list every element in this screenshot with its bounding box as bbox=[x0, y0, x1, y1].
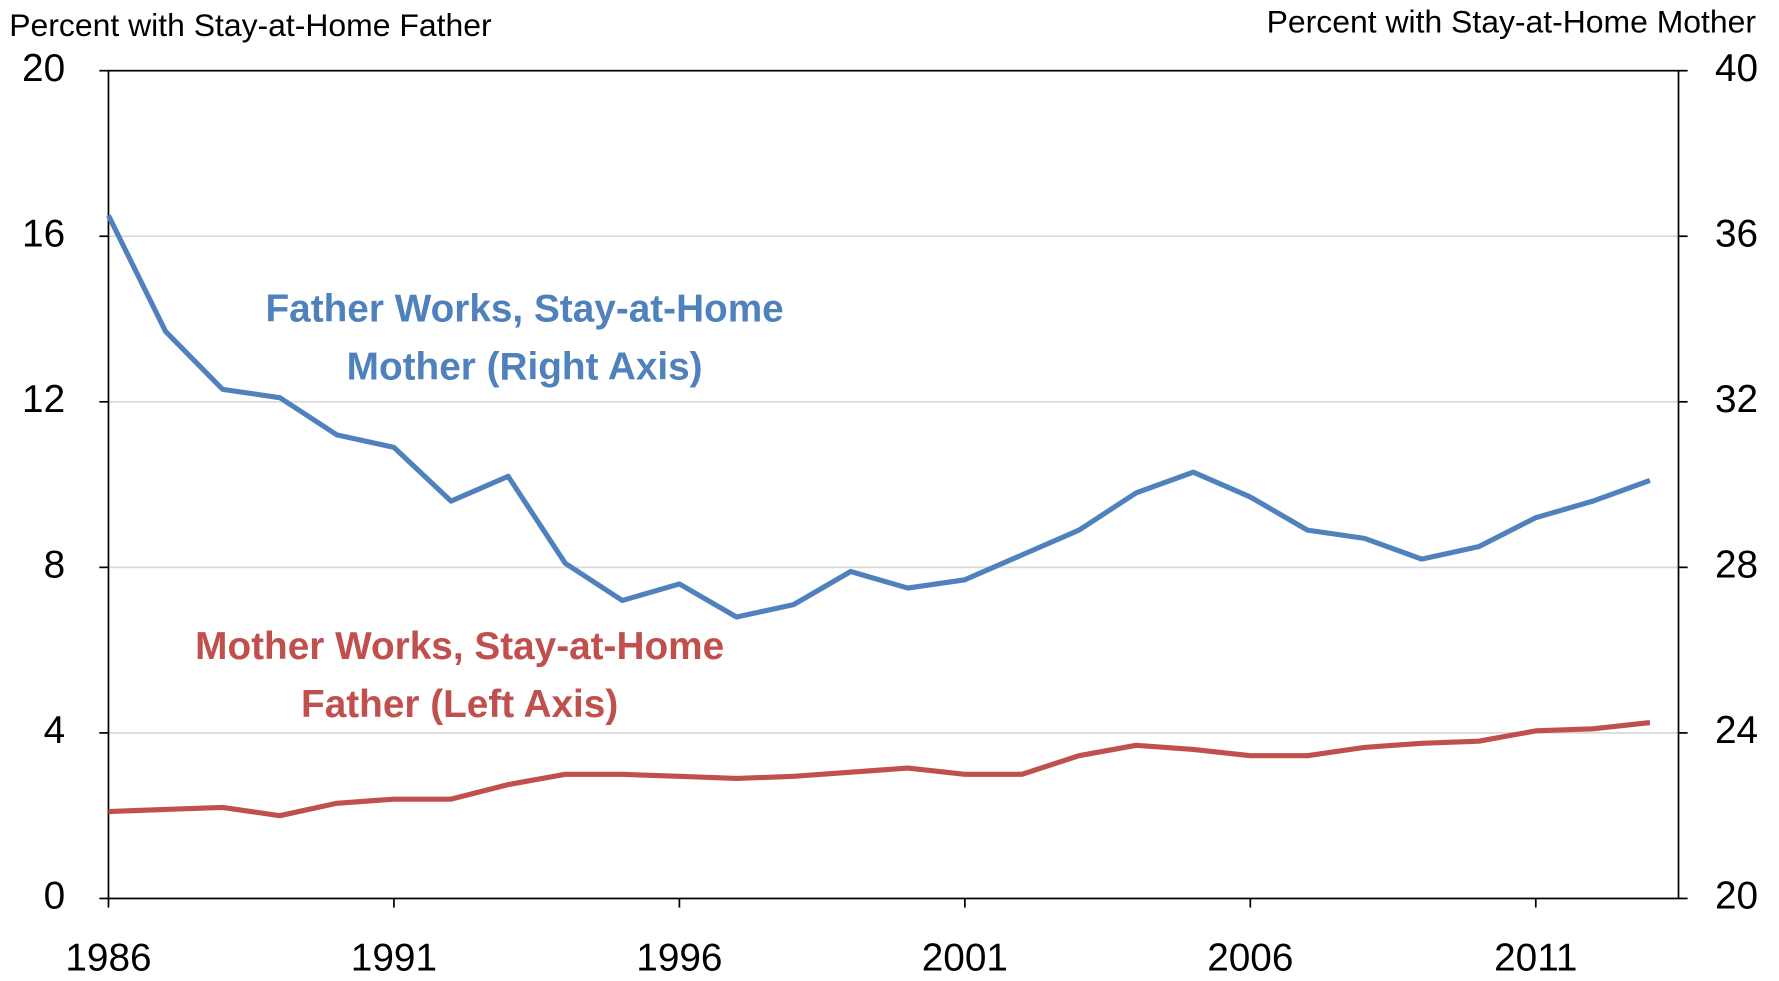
y-tick-label: 4 bbox=[44, 709, 66, 752]
y-tick-label: 0 bbox=[44, 875, 66, 918]
y-tick-label: 12 bbox=[22, 378, 65, 421]
y-axis-title: Percent with Stay-at-Home Father bbox=[9, 7, 492, 43]
y-tick-label: 20 bbox=[22, 47, 65, 90]
x-tick-label: 1991 bbox=[351, 936, 437, 976]
x-tick-label: 2006 bbox=[1207, 936, 1293, 976]
y2-tick-label: 28 bbox=[1715, 544, 1758, 587]
y2-tick-label: 40 bbox=[1715, 47, 1758, 90]
x-tick-label: 2011 bbox=[1494, 936, 1577, 976]
x-tick-label: 1986 bbox=[65, 936, 151, 976]
series-annotation: Father Works, Stay-at-Home bbox=[266, 288, 784, 331]
y-tick-label: 8 bbox=[44, 544, 66, 587]
y2-tick-label: 36 bbox=[1715, 212, 1758, 255]
y2-tick-label: 32 bbox=[1715, 378, 1758, 421]
y2-tick-label: 24 bbox=[1715, 709, 1758, 752]
series-annotation: Father (Left Axis) bbox=[301, 683, 618, 726]
series-annotation: Mother (Right Axis) bbox=[347, 346, 703, 389]
x-tick-label: 2001 bbox=[922, 936, 1008, 976]
series-line bbox=[108, 720, 1651, 819]
x-tick-label: 1996 bbox=[636, 936, 722, 976]
y-tick-label: 16 bbox=[22, 212, 65, 255]
y2-tick-label: 20 bbox=[1715, 875, 1758, 918]
y2-axis-title: Percent with Stay-at-Home Mother bbox=[1267, 3, 1757, 39]
plot-frame bbox=[107, 69, 1680, 900]
series-annotation: Mother Works, Stay-at-Home bbox=[195, 625, 724, 668]
series-line bbox=[106, 214, 1651, 620]
